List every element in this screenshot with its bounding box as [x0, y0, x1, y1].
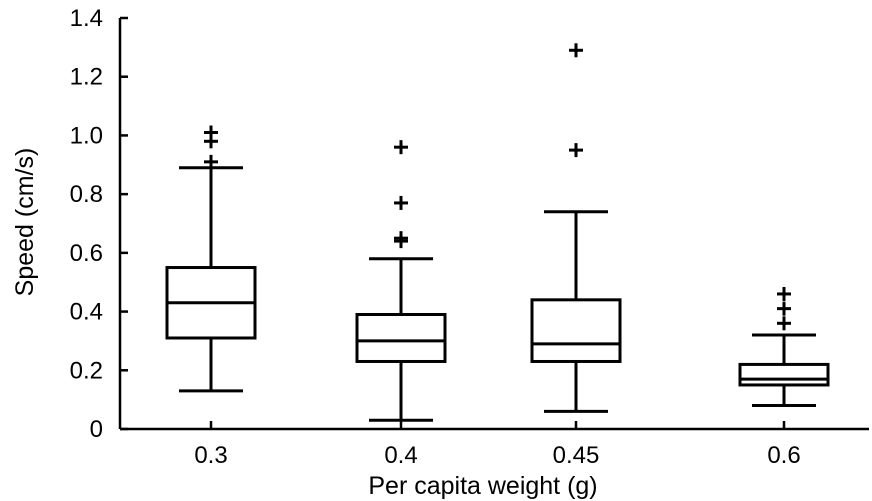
y-tick-label: 0.6: [70, 240, 103, 267]
outlier-marker: [569, 43, 583, 58]
iqr-box: [738, 362, 830, 387]
outlier-marker: [394, 140, 408, 155]
y-tick-label: 0.8: [70, 181, 103, 208]
outlier-marker: [394, 195, 408, 210]
outlier-marker: [204, 125, 218, 140]
outlier-marker: [777, 316, 791, 331]
y-tick-label: 0: [90, 416, 103, 443]
box-group: [165, 125, 257, 393]
y-tick-label: 1.0: [70, 122, 103, 149]
y-tick-label: 1.4: [70, 5, 103, 32]
x-axis: 0.3 0.4 0.45 0.6: [120, 421, 869, 469]
y-axis-title: Speed (cm/s): [11, 148, 39, 297]
y-tick-label: 1.2: [70, 64, 103, 91]
outlier-marker: [777, 301, 791, 316]
x-tick-label: 0.6: [767, 442, 800, 469]
iqr-box: [530, 298, 622, 363]
y-tick-label: 0.4: [70, 299, 103, 326]
box-group: [355, 140, 447, 422]
x-tick-label: 0.4: [384, 442, 417, 469]
x-axis-title: Per capita weight (g): [368, 472, 597, 500]
x-tick-label: 0.45: [553, 442, 600, 469]
outlier-marker: [204, 154, 218, 169]
outlier-marker: [569, 143, 583, 158]
y-tick-label: 0.2: [70, 357, 103, 384]
box-group: [738, 286, 830, 408]
iqr-box: [355, 313, 447, 363]
y-axis: 0 0.2 0.4 0.6 0.8 1.0 1.2 1.4: [70, 5, 128, 443]
x-tick-label: 0.3: [194, 442, 227, 469]
outlier-marker: [777, 286, 791, 301]
plot-area: [165, 43, 830, 422]
outlier-marker: [394, 231, 408, 246]
box-group: [530, 43, 622, 413]
